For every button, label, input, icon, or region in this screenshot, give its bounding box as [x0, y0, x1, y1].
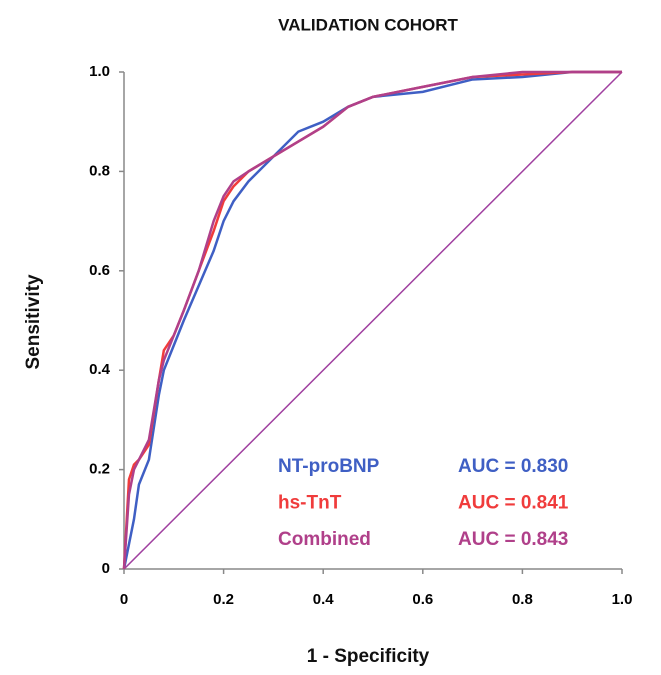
reference-diagonal — [123, 71, 623, 570]
y-tick-label: 1.0 — [89, 63, 110, 80]
y-tick-label: 0.4 — [89, 361, 111, 378]
legend-auc: AUC = 0.843 — [458, 529, 568, 550]
x-axis-label: 1 - Specificity — [307, 646, 430, 667]
x-tick-label: 0 — [120, 591, 128, 608]
roc-curve — [122, 70, 622, 570]
legend-label: Combined — [278, 529, 371, 550]
x-tick-label: 0.6 — [412, 591, 433, 608]
legend-auc: AUC = 0.830 — [458, 456, 568, 477]
x-tick-label: 1.0 — [612, 591, 633, 608]
x-tick-label: 0.4 — [313, 591, 335, 608]
chart-title: VALIDATION COHORT — [278, 15, 458, 34]
y-tick-label: 0 — [102, 560, 110, 577]
x-tick-label: 0.8 — [512, 591, 533, 608]
legend-label: NT-proBNP — [278, 456, 380, 477]
roc-curve — [122, 70, 622, 570]
y-tick-label: 0.8 — [89, 162, 110, 179]
y-tick-label: 0.6 — [89, 262, 110, 279]
y-tick-label: 0.2 — [89, 461, 110, 478]
y-axis-label: Sensitivity — [23, 274, 44, 369]
x-tick-label: 0.2 — [213, 591, 234, 608]
legend-label: hs-TnT — [278, 493, 342, 514]
legend-auc: AUC = 0.841 — [458, 493, 569, 514]
